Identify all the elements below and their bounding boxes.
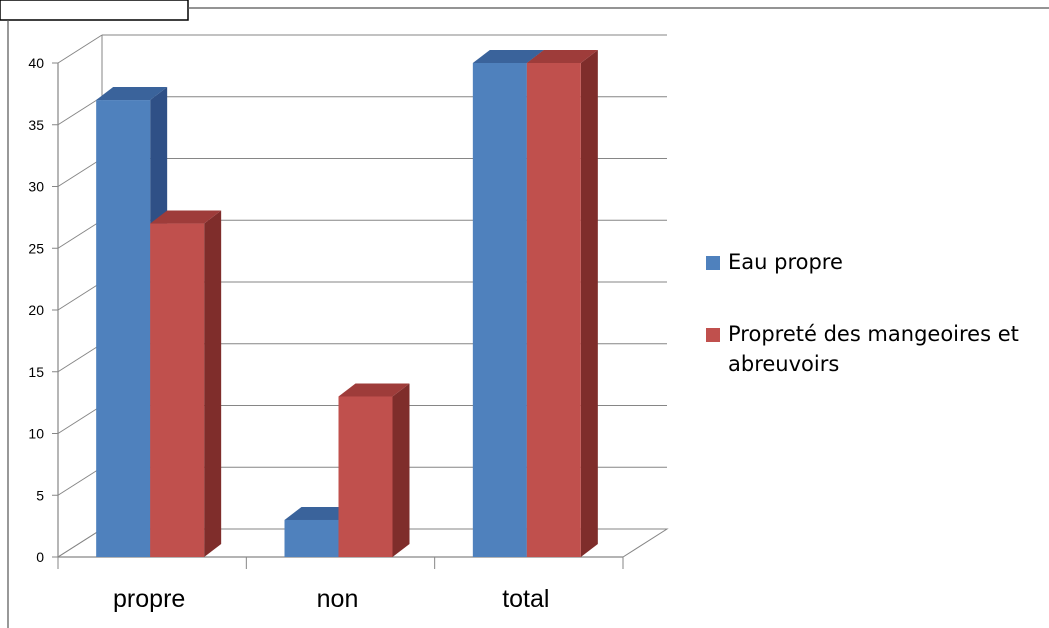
y-tick-label-2: 10	[28, 426, 44, 442]
bar-top-face	[284, 506, 356, 520]
bar-front-face	[526, 63, 581, 557]
bar-total-proprete	[526, 50, 598, 557]
legend-label-line: abreuvoirs	[728, 352, 839, 376]
bar-side-face	[580, 50, 598, 557]
bar-side-face	[392, 383, 410, 557]
bar-top-face	[338, 383, 410, 397]
bar-front-face	[472, 63, 527, 557]
bar-front-face	[150, 223, 205, 558]
gridline-side-1	[57, 466, 103, 496]
axis-labels: 0 5 10 15 20 25 30 35 40 propre non total	[28, 55, 549, 613]
bar-top-face	[526, 50, 598, 63]
x-category-label-1: non	[317, 585, 359, 613]
bar-side-face	[204, 210, 222, 558]
gridline-side-5	[57, 219, 103, 249]
y-tick-label-7: 35	[28, 117, 44, 133]
x-category-label-0: propre	[113, 585, 185, 613]
y-tick-label-6: 30	[28, 179, 44, 195]
y-tick-label-4: 20	[28, 302, 44, 318]
gridline-side-8	[57, 34, 103, 64]
y-tick-label-0: 0	[36, 549, 44, 565]
gridline-side-4	[57, 281, 103, 311]
y-tick-label-1: 5	[36, 487, 44, 503]
legend-swatch-0	[706, 256, 720, 270]
legend-label-line: Propreté des mangeoires et	[728, 322, 1019, 346]
legend-swatch-1	[706, 328, 720, 342]
legend: Eau propre Propreté des mangeoires et abre…	[706, 250, 1019, 376]
y-tick-label-5: 25	[28, 240, 44, 256]
bar-front-face	[96, 100, 151, 558]
bars	[96, 50, 598, 558]
gridline-side-6	[57, 158, 103, 187]
bar-propre-proprete	[150, 210, 222, 558]
bar-front-face	[284, 519, 339, 557]
bar-non-proprete	[338, 383, 410, 557]
bar-top-face	[472, 50, 544, 63]
gridline-side-7	[57, 96, 103, 126]
bar-top-face	[150, 210, 222, 224]
gridline-side-2	[57, 405, 103, 434]
y-tick-label-8: 40	[28, 55, 44, 71]
legend-label-1: Propreté des mangeoires et abreuvoirs	[728, 322, 1019, 376]
legend-label-0: Eau propre	[728, 250, 843, 274]
legend-label-line: Eau propre	[728, 250, 843, 274]
bar-front-face	[338, 396, 393, 557]
x-category-label-2: total	[502, 585, 549, 613]
bar-top-face	[96, 87, 168, 101]
gridline-side-3	[57, 343, 103, 373]
y-tick-label-3: 15	[28, 364, 44, 380]
